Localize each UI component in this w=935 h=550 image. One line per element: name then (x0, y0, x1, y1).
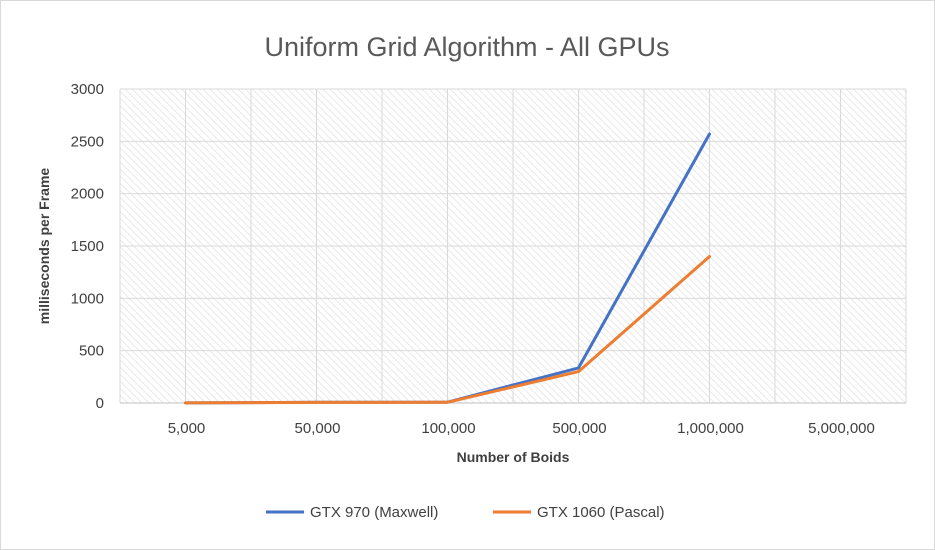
x-tick-label: 100,000 (421, 420, 475, 437)
series-lines (184, 132, 711, 405)
y-tick-label: 3000 (71, 81, 104, 98)
x-tick-label: 5,000 (168, 420, 206, 437)
y-tick-label: 1000 (71, 290, 104, 307)
x-tick-label: 1,000,000 (677, 420, 744, 437)
x-tick-label: 50,000 (295, 420, 341, 437)
legend: GTX 970 (Maxwell) GTX 1060 (Pascal) (266, 504, 665, 521)
legend-label: GTX 1060 (Pascal) (537, 504, 665, 521)
y-tick-label: 2500 (71, 133, 104, 150)
legend-label: GTX 970 (Maxwell) (310, 504, 438, 521)
x-axis-ticks: 5,000 50,000 100,000 500,000 1,000,000 5,000,… (168, 420, 875, 437)
y-tick-label: 0 (96, 395, 104, 412)
x-tick-label: 500,000 (552, 420, 606, 437)
chart-title: Uniform Grid Algorithm - All GPUs (264, 32, 669, 62)
y-tick-label: 500 (79, 343, 104, 360)
y-axis-title: milliseconds per Frame (36, 168, 52, 325)
series-line-1 (184, 255, 711, 405)
y-tick-label: 2000 (71, 186, 104, 203)
y-axis-ticks: 0 500 1000 1500 2000 2500 3000 (71, 81, 104, 412)
x-tick-label: 5,000,000 (808, 420, 875, 437)
gridlines (119, 88, 907, 404)
x-axis-title: Number of Boids (457, 449, 570, 465)
y-tick-label: 1500 (71, 238, 104, 255)
